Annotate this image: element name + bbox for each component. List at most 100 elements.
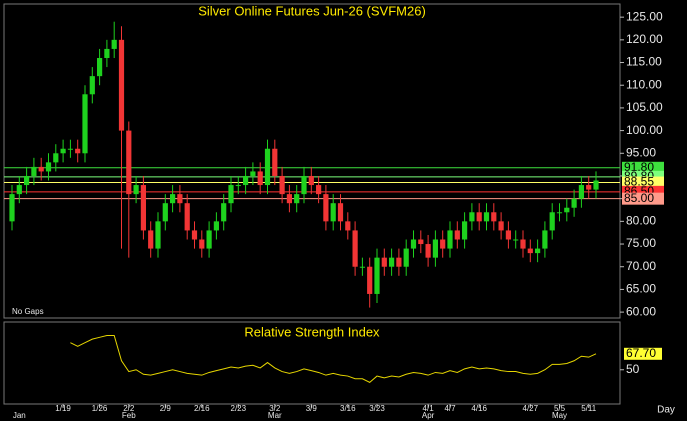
candle-body <box>9 194 15 222</box>
x-tick-label: 4/27 <box>523 404 539 413</box>
candle-body <box>250 171 256 176</box>
candle-body <box>418 239 424 245</box>
candle-body <box>425 244 431 258</box>
x-tick-label: 2/9 <box>160 404 172 413</box>
month-label: Feb <box>122 411 136 420</box>
candle-body <box>264 148 271 186</box>
rsi-line <box>70 335 597 383</box>
candle-body <box>483 212 490 222</box>
x-tick-label: 4/7 <box>444 404 456 413</box>
candle-body <box>16 185 22 195</box>
candle-body <box>243 175 249 186</box>
candle-body <box>111 39 117 49</box>
candle-body <box>462 221 468 240</box>
candle-body <box>337 203 344 222</box>
candle-body <box>352 230 358 267</box>
level-label-bg <box>622 176 664 189</box>
rsi-title: Relative Strength Index <box>244 324 380 339</box>
candle-body <box>586 185 592 190</box>
x-tick-label: 3/9 <box>306 404 318 413</box>
candle-body <box>31 166 37 176</box>
candle-body <box>24 175 30 186</box>
candle-body <box>410 239 417 249</box>
candle-body <box>549 212 555 231</box>
x-tick-label: 1/26 <box>92 404 108 413</box>
candle-body <box>199 239 205 249</box>
chart-title: Silver Online Futures Jun-26 (SVFM26) <box>198 3 426 18</box>
y-tick-label: 70.00 <box>626 259 656 273</box>
candle-body <box>505 230 511 240</box>
candle-body <box>162 203 168 222</box>
level-label-bg <box>622 161 664 174</box>
y-tick-label: 115.00 <box>626 55 662 69</box>
candle-body <box>213 221 219 231</box>
candle-body <box>221 203 227 222</box>
note: No Gaps <box>12 307 44 316</box>
candle-body <box>155 221 161 249</box>
y-tick-label: 105.00 <box>626 100 663 114</box>
candle-body <box>498 221 504 231</box>
candle-body <box>316 185 322 195</box>
level-label-bg <box>622 192 664 205</box>
candle-body <box>89 76 95 95</box>
candle-body <box>571 198 577 208</box>
candle-body <box>542 230 548 249</box>
month-label: May <box>552 411 567 420</box>
candle-body <box>578 185 584 199</box>
candle-body <box>235 185 241 187</box>
y-tick-label: 75.00 <box>626 236 656 250</box>
y-tick-label: 120.00 <box>626 32 663 46</box>
candle-body <box>374 257 380 294</box>
candle-body <box>60 148 66 154</box>
candle-body <box>323 194 329 222</box>
candle-body <box>396 257 402 267</box>
y-tick-label: 100.00 <box>626 123 663 137</box>
candle-body <box>206 230 212 249</box>
candle-body <box>126 130 132 195</box>
candle-body <box>294 194 300 204</box>
candle-body <box>308 175 314 186</box>
y-tick-label: 60.00 <box>626 304 656 318</box>
candle-body <box>520 239 526 249</box>
candle-body <box>228 185 234 204</box>
candle-body <box>286 194 292 204</box>
candle-body <box>45 162 52 172</box>
candle-body <box>440 239 446 249</box>
candle-body <box>389 257 395 267</box>
candle-body <box>279 175 285 195</box>
candle-body <box>330 203 336 222</box>
x-tick-label: 3/2 <box>269 404 281 413</box>
candle-body <box>491 212 497 222</box>
y-tick-label: 95.00 <box>626 145 656 159</box>
candle-body <box>104 48 110 58</box>
candle-body <box>345 221 351 231</box>
candle-body <box>527 248 533 254</box>
candle-body <box>469 212 475 222</box>
candle-body <box>454 230 460 240</box>
candle-body <box>53 153 59 163</box>
candle-body <box>381 257 387 267</box>
x-tick-label: 2/16 <box>194 404 210 413</box>
candle-body <box>257 171 263 186</box>
candle-body <box>75 148 81 154</box>
candle-body <box>432 239 438 258</box>
candle-body <box>535 248 541 254</box>
candle-body <box>148 230 154 249</box>
candle-body <box>593 180 599 190</box>
candle-body <box>177 194 183 204</box>
candle-body <box>82 94 88 154</box>
candle-body <box>359 266 365 268</box>
candle-body <box>67 148 73 150</box>
y-tick-label: 110.00 <box>626 77 662 91</box>
candle-body <box>564 207 570 213</box>
candle-body <box>556 212 563 214</box>
x-tick-label: 5/5 <box>554 404 566 413</box>
x-tick-label: 5/11 <box>581 404 597 413</box>
candle-body <box>272 148 278 176</box>
candle-body <box>191 230 198 240</box>
level-label: 88.55 <box>624 175 654 189</box>
x-tick-label: 3/23 <box>369 404 385 413</box>
y-tick-label: 50 <box>626 362 640 376</box>
level-label: 91.80 <box>624 160 654 174</box>
x-tick-label: 4/16 <box>471 404 487 413</box>
